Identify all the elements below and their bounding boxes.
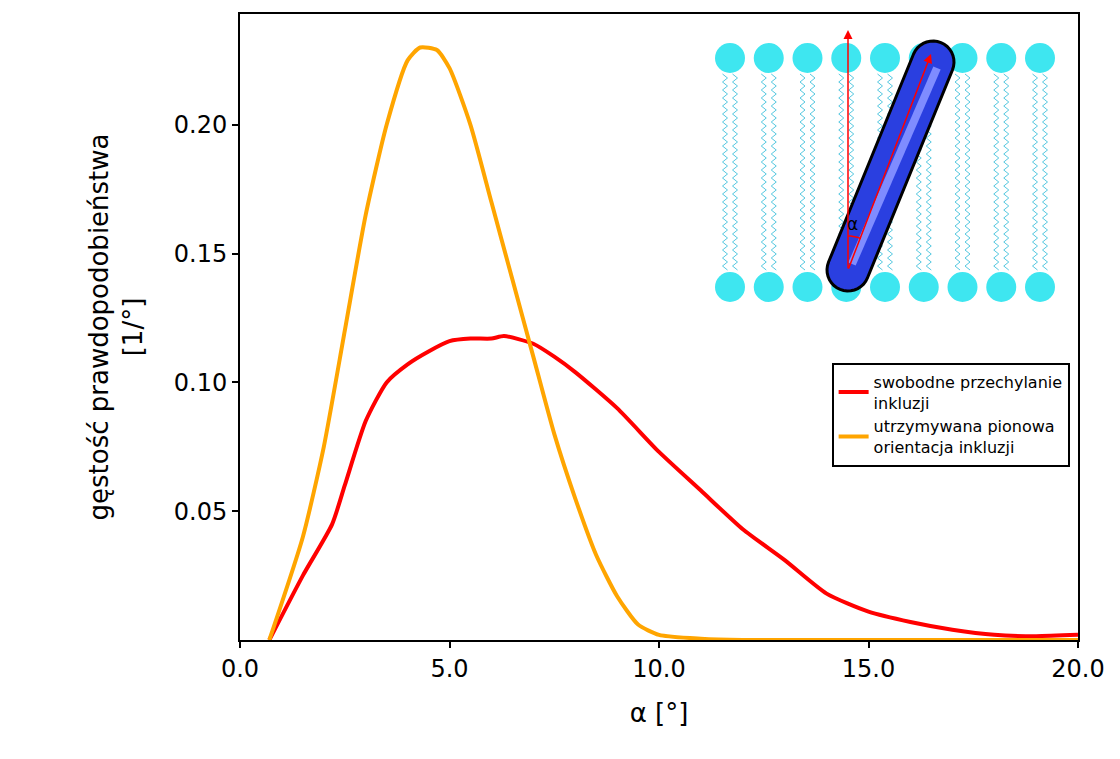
svg-text:15.0: 15.0 [842, 655, 895, 683]
svg-text:5.0: 5.0 [430, 655, 468, 683]
svg-text:α [°]: α [°] [630, 698, 689, 728]
svg-text:swobodne przechylanieinkluzji: swobodne przechylanieinkluzji [874, 373, 1062, 413]
svg-text:0.10: 0.10 [174, 369, 227, 397]
svg-text:0.05: 0.05 [174, 498, 227, 526]
svg-text:20.0: 20.0 [1051, 655, 1104, 683]
svg-text:gęstość prawdopodobieństwa[1/°: gęstość prawdopodobieństwa[1/°] [84, 133, 148, 520]
svg-text:0.0: 0.0 [221, 655, 259, 683]
svg-text:α: α [847, 214, 858, 234]
svg-text:0.15: 0.15 [174, 240, 227, 268]
svg-text:utrzymywana pionowaorientacja: utrzymywana pionowaorientacja inkluzji [874, 417, 1055, 457]
svg-text:10.0: 10.0 [632, 655, 685, 683]
svg-text:0.20: 0.20 [174, 111, 227, 139]
